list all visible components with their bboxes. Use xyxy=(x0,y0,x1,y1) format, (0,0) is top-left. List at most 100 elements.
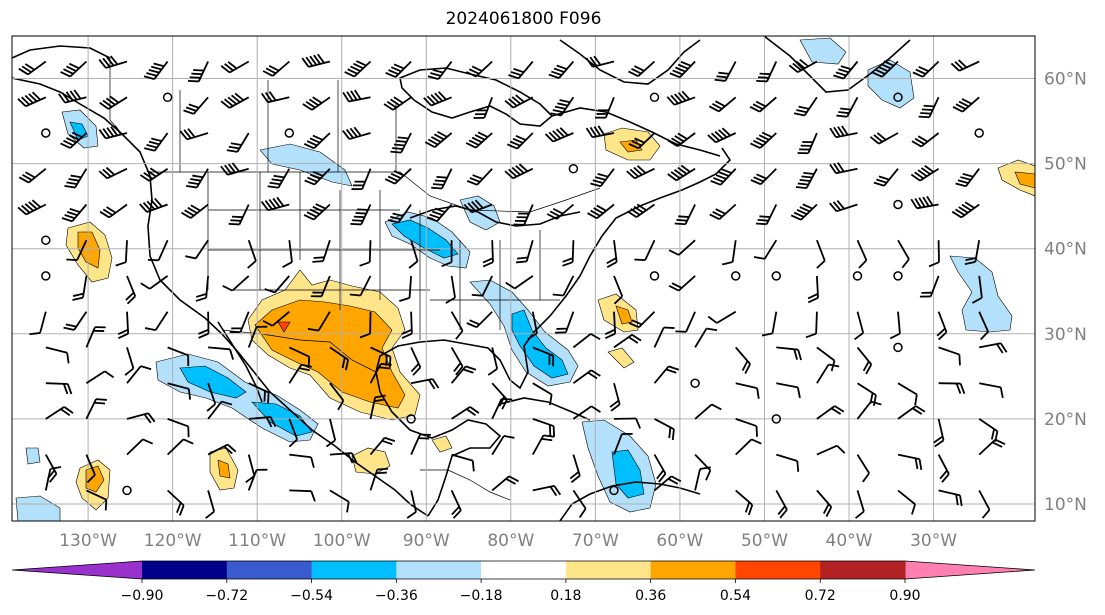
colorbar-extend-low xyxy=(12,561,142,579)
wind-barb xyxy=(329,489,350,513)
wind-barb xyxy=(735,438,762,456)
wind-barb xyxy=(310,275,331,298)
wind-barb xyxy=(572,489,587,519)
lat-tick-label: 40°N xyxy=(1044,240,1087,260)
wind-barb xyxy=(342,89,371,103)
coastline-great-lakes xyxy=(409,205,581,227)
anomaly-region-caribbean-core xyxy=(611,449,645,499)
wind-barb xyxy=(606,240,618,269)
wind-barb xyxy=(628,60,656,78)
wind-barb xyxy=(473,96,494,119)
wind-barb xyxy=(206,382,217,412)
wind-barb xyxy=(17,199,47,216)
wind-barb xyxy=(220,92,250,109)
wind-barb xyxy=(707,310,737,324)
wind-barb xyxy=(928,240,940,268)
wind-barb xyxy=(466,311,493,329)
wind-barb xyxy=(513,204,534,226)
wind-barb xyxy=(735,382,760,399)
wind-barb xyxy=(707,127,737,144)
wind-barb xyxy=(788,58,818,73)
wind-barb xyxy=(871,60,899,78)
wind-barb xyxy=(708,96,737,113)
wind-barb xyxy=(649,92,660,103)
wind-barb xyxy=(978,438,1006,456)
wind-barb xyxy=(147,239,169,262)
wind-barb xyxy=(491,435,515,456)
wind-barb xyxy=(938,346,961,366)
wind-barb xyxy=(978,489,991,519)
wind-barb xyxy=(312,239,331,263)
wind-barb xyxy=(936,311,948,341)
wind-barb xyxy=(325,418,337,448)
wind-barb xyxy=(222,275,250,292)
map-frame xyxy=(11,35,1036,522)
wind-barb xyxy=(829,162,858,175)
wind-barb xyxy=(207,443,237,456)
wind-barb xyxy=(532,484,562,497)
wind-barb xyxy=(854,311,865,341)
wind-barb xyxy=(247,239,257,269)
wind-barb xyxy=(329,382,345,411)
wind-barb xyxy=(491,398,513,420)
wind-barb xyxy=(674,204,696,226)
lat-tick-label: 30°N xyxy=(1044,325,1087,345)
wind-barb xyxy=(383,96,412,111)
lon-tick-label: 90°W xyxy=(403,531,450,551)
latitude-axis: 10°N 20°N 30°N 40°N 50°N 60°N xyxy=(1044,70,1087,515)
wind-barb xyxy=(634,239,656,262)
wind-barb xyxy=(816,346,836,372)
political-borders xyxy=(109,58,601,501)
wind-barb xyxy=(144,311,169,332)
wind-barb xyxy=(187,61,209,83)
wind-barb xyxy=(289,453,315,468)
lon-tick-label: 120°W xyxy=(144,531,202,551)
wind-barb xyxy=(144,132,169,152)
colorbar-tick-label: 0.54 xyxy=(720,588,751,604)
wind-barb xyxy=(873,168,899,187)
wind-barb xyxy=(776,453,800,472)
wind-barb xyxy=(694,327,718,348)
wind-barb xyxy=(667,164,696,182)
wind-barb xyxy=(572,405,601,420)
lon-tick-label: 80°W xyxy=(487,531,534,551)
wind-barb xyxy=(179,128,209,141)
wind-barb xyxy=(18,60,47,76)
wind-barb xyxy=(166,489,185,516)
wind-barb xyxy=(893,271,903,281)
wind-barb xyxy=(143,60,169,80)
wind-barb xyxy=(911,132,940,148)
wind-barb xyxy=(122,485,132,496)
wind-barb xyxy=(99,203,128,219)
wind-barb xyxy=(229,311,250,333)
wind-barb xyxy=(756,61,778,83)
wind-barb xyxy=(807,275,819,304)
wind-barb xyxy=(228,204,250,226)
wind-barb xyxy=(893,199,903,210)
lat-tick-label: 50°N xyxy=(1044,155,1087,175)
wind-barb xyxy=(98,125,128,140)
wind-barb xyxy=(247,468,268,491)
wind-barb xyxy=(572,369,601,384)
wind-barb xyxy=(45,382,73,395)
wind-barb xyxy=(401,311,413,339)
wind-barb xyxy=(264,275,290,294)
map-title: 2024061800 F096 xyxy=(445,9,602,29)
wind-barb xyxy=(41,271,51,281)
wind-barb xyxy=(487,347,499,376)
wind-barb xyxy=(897,453,923,470)
wind-barb xyxy=(410,347,422,376)
wind-barb xyxy=(166,438,194,456)
wind-barb xyxy=(816,239,826,269)
wind-barb xyxy=(303,132,331,150)
wind-barb xyxy=(98,55,128,69)
wind-barb xyxy=(750,131,777,149)
wind-barb xyxy=(797,132,818,155)
wind-barb xyxy=(609,485,619,496)
wind-barb xyxy=(349,275,372,297)
wind-barb xyxy=(714,61,737,82)
border-alaska xyxy=(109,58,123,135)
wind-barb xyxy=(955,168,980,188)
wind-barb xyxy=(205,490,216,519)
